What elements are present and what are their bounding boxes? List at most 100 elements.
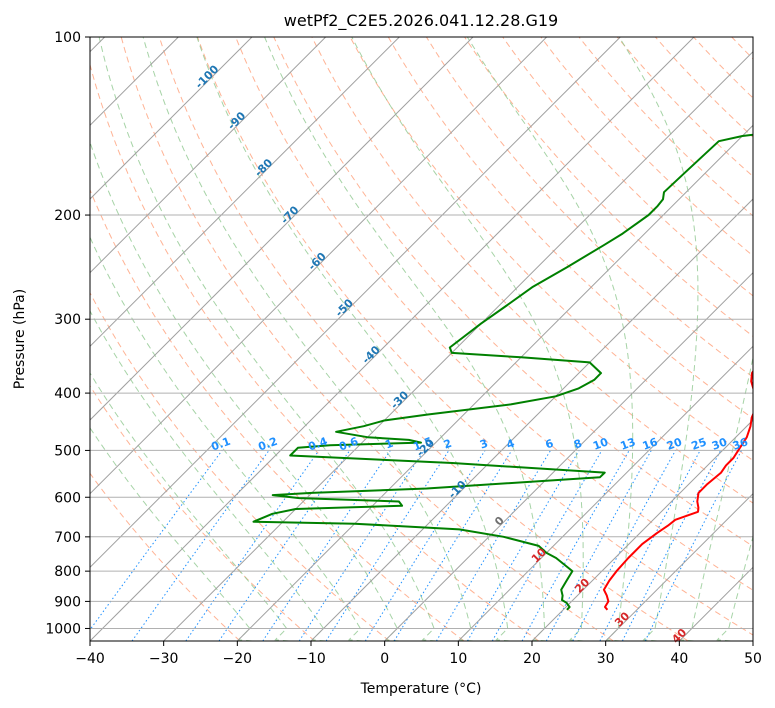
- moist-adiabat: [90, 310, 326, 641]
- y-tick-label: 200: [54, 208, 81, 224]
- dewpoint-profile: [252, 133, 753, 611]
- mixing-ratio-label: 16: [641, 435, 660, 453]
- dry-adiabat: [273, 37, 753, 547]
- isotherm-line: [752, 640, 753, 641]
- dry-adiabat: [693, 37, 753, 99]
- isotherm-line: [90, 37, 253, 200]
- isotherm-line: [163, 50, 753, 641]
- moist-adiabat: [90, 426, 253, 641]
- isotherm-line: [90, 37, 621, 569]
- x-tick-label: 10: [449, 651, 467, 667]
- isotherm-line: [605, 492, 753, 641]
- plot-frame: [89, 36, 754, 642]
- y-tick-label: 100: [54, 30, 81, 46]
- mixing-ratio-label: 0.2: [256, 435, 279, 454]
- isotherm-line: [457, 345, 753, 641]
- mixing-ratio-label: 8: [572, 437, 584, 452]
- mixing-ratio-label: 2: [442, 437, 454, 452]
- moist-adiabat: [90, 236, 363, 641]
- chart-title: wetPf2_C2E5.2026.041.12.28.G19: [284, 11, 558, 31]
- moist-adiabat: [716, 534, 753, 641]
- x-tick-label: −30: [149, 651, 179, 667]
- y-axis: 100 200 300 400 500 600 700 800 900 1000: [45, 30, 90, 637]
- mixing-ratio-label: 25: [690, 435, 709, 452]
- mixing-ratio-label: 13: [619, 435, 638, 452]
- dry-adiabat: [90, 62, 540, 641]
- gridlines: [90, 37, 753, 641]
- mixing-ratio-label: 0.6: [337, 435, 360, 454]
- theta-label: -60: [306, 250, 329, 273]
- x-tick-label: −10: [296, 651, 326, 667]
- x-tick-label: 50: [744, 651, 762, 667]
- background-lines: [90, 37, 775, 641]
- mixing-ratio-label: 1: [383, 437, 395, 452]
- x-axis-label: Temperature (°C): [360, 681, 482, 697]
- dry-adiabat: [120, 37, 614, 641]
- mixing-ratio-line: [90, 450, 223, 631]
- moist-adiabat: [618, 37, 699, 641]
- dry-adiabat: [425, 37, 753, 378]
- dry-adiabat: [90, 472, 241, 641]
- mixing-ratio-line: [364, 450, 486, 641]
- mixing-ratio-label: 0.4: [306, 435, 329, 454]
- mixing-ratio-line: [545, 450, 652, 641]
- isotherm-line: [236, 124, 753, 641]
- y-tick-label: 900: [54, 594, 81, 610]
- isotherm-line: [678, 566, 753, 641]
- dry-adiabat: [770, 37, 775, 641]
- sounding-lines: [252, 133, 753, 611]
- dry-adiabat: [311, 37, 753, 504]
- x-tick-label: 20: [523, 651, 541, 667]
- mixing-ratio-label: 3: [478, 437, 490, 452]
- theta-label: -50: [333, 296, 356, 319]
- y-tick-label: 300: [54, 312, 81, 328]
- x-tick-label: 30: [597, 651, 615, 667]
- dry-adiabat: [90, 188, 465, 641]
- dry-adiabat: [158, 37, 689, 641]
- y-tick-label: 700: [54, 530, 81, 546]
- y-tick-label: 800: [54, 564, 81, 580]
- dry-adiabat: [387, 37, 753, 420]
- theta-label: 10: [529, 545, 549, 565]
- isotherm-line: [90, 37, 400, 348]
- mixing-ratio-line: [325, 450, 450, 641]
- mixing-ratio-line: [298, 450, 425, 641]
- mixing-ratio-label: 20: [665, 435, 684, 453]
- mixing-ratio-line: [521, 450, 630, 641]
- moist-adiabat: [679, 355, 753, 641]
- x-tick-label: 0: [380, 651, 389, 667]
- moist-adiabat: [466, 37, 634, 641]
- mixing-ratio-line: [262, 450, 391, 641]
- dry-adiabat: [90, 384, 316, 641]
- y-tick-label: 500: [54, 443, 81, 459]
- moist-adiabat: [196, 37, 510, 641]
- dry-adiabat: [235, 37, 753, 591]
- y-tick-label: 1000: [45, 621, 81, 637]
- mixing-ratio-label: 0.1: [210, 435, 233, 454]
- theta-label: -80: [252, 156, 275, 179]
- dry-adiabat: [349, 37, 753, 462]
- y-tick-label: 600: [54, 490, 81, 506]
- mixing-ratio-line: [599, 450, 701, 641]
- isotherm-line: [531, 419, 753, 641]
- dry-adiabat: [655, 37, 753, 138]
- moist-adiabat: [90, 372, 289, 641]
- x-tick-label: 40: [670, 651, 688, 667]
- dry-adiabat: [464, 37, 753, 337]
- x-tick-label: −40: [75, 651, 105, 667]
- mixing-ratio-label: 30: [710, 435, 729, 453]
- mixing-ratio-line: [218, 450, 351, 641]
- isotherm-line: [90, 37, 695, 641]
- dry-adiabat: [90, 291, 390, 641]
- dry-adiabat: [197, 37, 753, 636]
- mixing-ratio-line: [572, 450, 676, 641]
- moist-adiabat: [90, 140, 400, 641]
- isotherm-line: [90, 37, 327, 274]
- mixing-ratio-line: [644, 450, 742, 641]
- temperature-profile: [602, 369, 753, 611]
- mixing-ratio-line: [185, 450, 320, 641]
- moist-adiabat: [142, 37, 474, 641]
- mixing-ratio-line: [435, 450, 552, 641]
- theta-label: 20: [572, 575, 592, 595]
